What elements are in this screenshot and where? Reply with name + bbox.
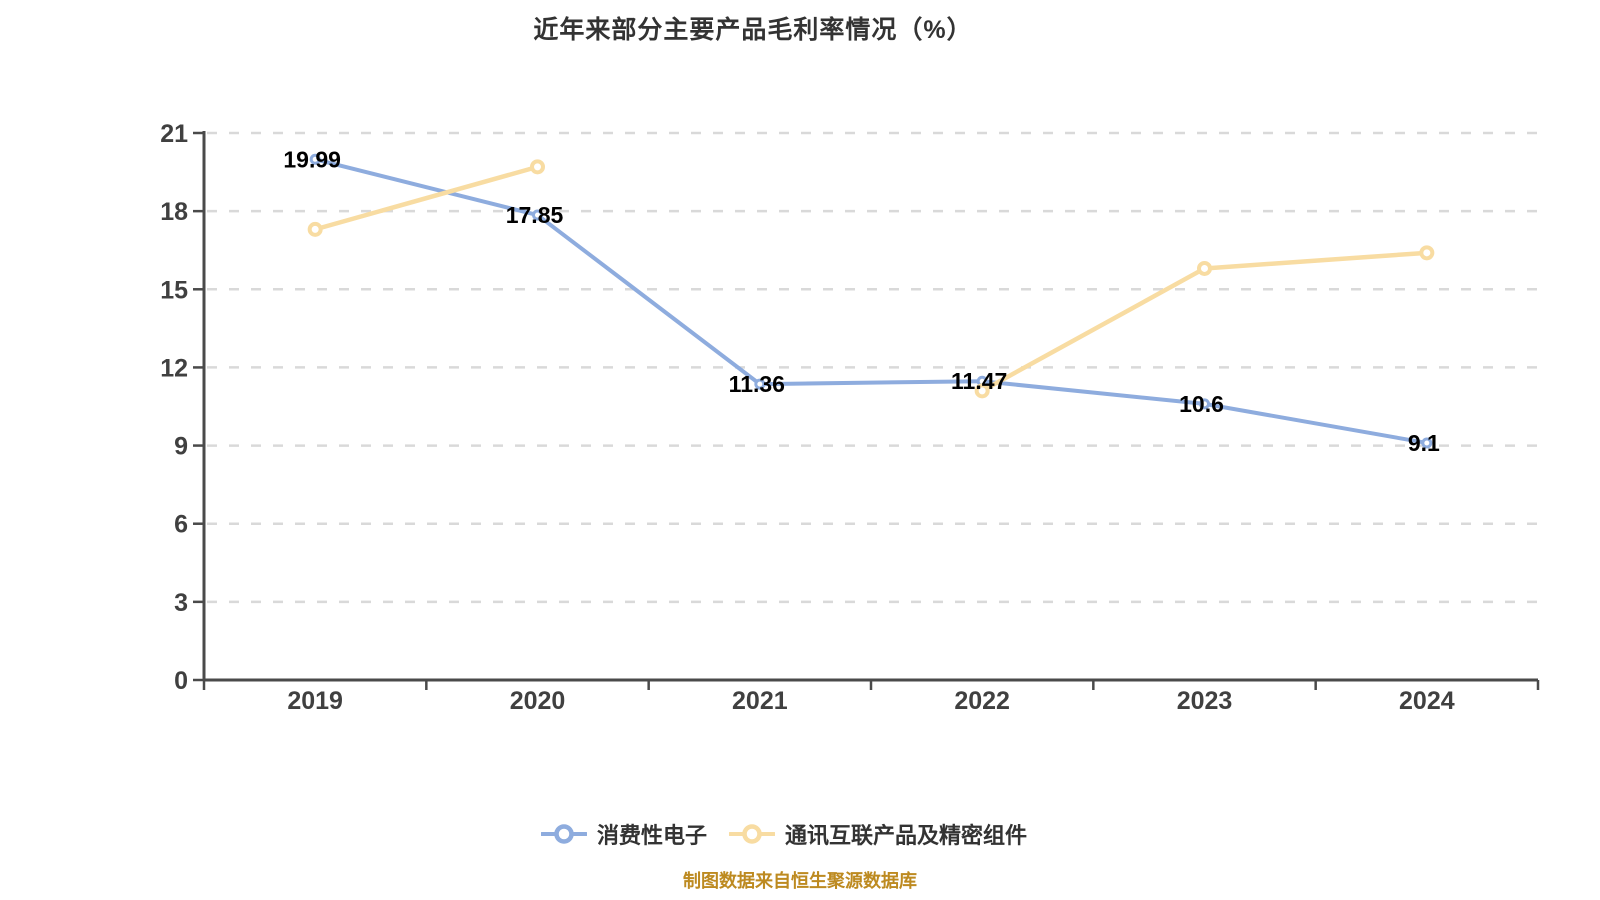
data-point-marker-消费性电子-2024[interactable] [1421, 437, 1433, 449]
x-axis-label: 2021 [732, 687, 788, 715]
data-point-label: 10.6 [1179, 391, 1224, 417]
data-point-marker-消费性电子-2023[interactable] [1199, 398, 1210, 410]
data-point-marker-消费性电子-2021[interactable] [754, 378, 766, 390]
data-point-label: 17.85 [506, 202, 564, 228]
legend-item-telecom-precision[interactable]: 通讯互联产品及精密组件 [729, 818, 1027, 850]
series-line-0 [313, 157, 1429, 445]
y-axis-label: 15 [160, 276, 188, 304]
data-point-marker-通讯互联产品及精密组件-2022[interactable] [974, 383, 990, 399]
data-point-marker-通讯互联产品及精密组件-2019[interactable] [307, 221, 323, 237]
data-point-marker-通讯互联产品及精密组件-2023[interactable] [1197, 260, 1212, 276]
series-line-1 [312, 164, 540, 232]
y-axis-label: 0 [174, 667, 188, 695]
legend-label-consumer-electronics: 消费性电子 [596, 823, 707, 848]
data-point-marker-消费性电子-2019[interactable] [309, 153, 321, 165]
legend-item-consumer-electronics[interactable]: 消费性电子 [540, 818, 707, 850]
legend-line-marker-yellow [729, 824, 775, 844]
y-axis-label: 6 [174, 511, 188, 539]
chart-legend: 消费性电子 通讯互联产品及精密组件 [0, 812, 1568, 856]
data-point-label: 11.36 [729, 371, 785, 397]
data-point-label: 19.99 [283, 146, 341, 172]
x-axis-label: 2024 [1399, 687, 1455, 715]
x-axis-label: 2022 [954, 687, 1010, 715]
legend-label-telecom-precision: 通讯互联产品及精密组件 [785, 823, 1028, 848]
x-axis-label: 2019 [287, 687, 343, 715]
y-axis-label: 12 [160, 354, 188, 382]
y-axis-label: 3 [174, 589, 188, 617]
data-point-marker-通讯互联产品及精密组件-2024[interactable] [1419, 245, 1435, 261]
legend-line-marker-blue [540, 824, 587, 844]
data-source-note: 制图数据来自恒生聚源数据库 [683, 871, 917, 891]
chart-title: 近年来部分主要产品毛利率情况（%） [533, 16, 973, 44]
data-point-marker-通讯互联产品及精密组件-2020[interactable] [530, 159, 545, 175]
x-axis-label: 2020 [510, 687, 566, 715]
y-axis-label: 21 [160, 120, 188, 148]
data-point-label: 11.47 [951, 368, 1007, 394]
data-point-label: 9.1 [1408, 430, 1440, 456]
x-axis-label: 2023 [1177, 687, 1233, 715]
y-axis-label: 18 [160, 198, 188, 226]
data-point-marker-消费性电子-2020[interactable] [532, 209, 543, 221]
y-axis-label: 9 [174, 433, 188, 461]
